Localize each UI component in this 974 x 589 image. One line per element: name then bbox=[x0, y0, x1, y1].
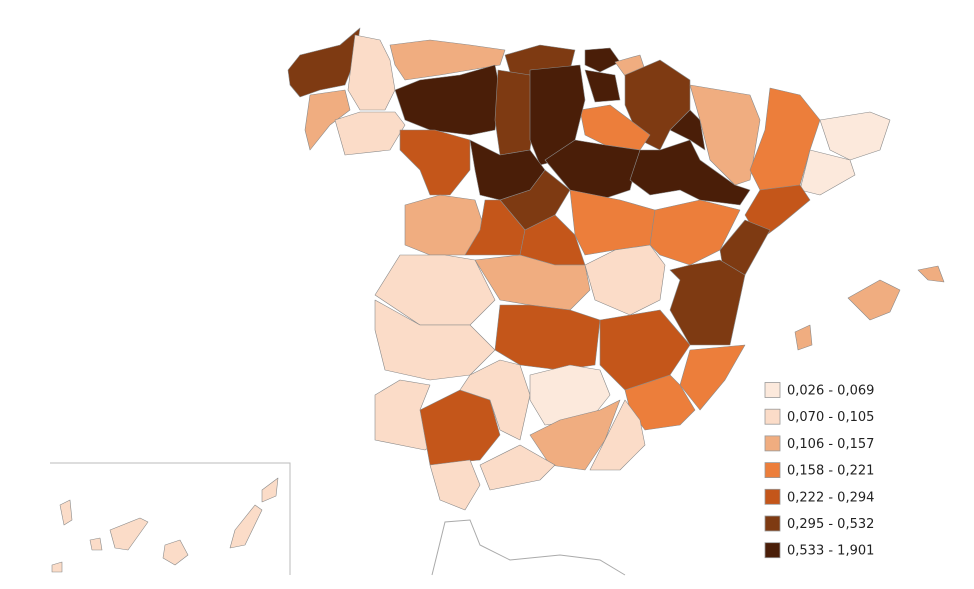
province bbox=[629, 139, 751, 206]
provinces bbox=[51, 27, 945, 573]
legend-swatch bbox=[764, 542, 781, 559]
province bbox=[649, 199, 741, 266]
province bbox=[599, 309, 691, 391]
island bbox=[162, 539, 189, 566]
province bbox=[464, 199, 526, 256]
province bbox=[579, 104, 651, 151]
province bbox=[399, 129, 471, 196]
province bbox=[419, 389, 501, 466]
legend-swatch bbox=[764, 515, 781, 532]
legend-label: 0,158 - 0,221 bbox=[787, 464, 874, 479]
province bbox=[374, 254, 496, 326]
legend-swatch bbox=[764, 382, 781, 398]
island bbox=[847, 279, 901, 321]
legend-label: 0,295 - 0,532 bbox=[787, 517, 874, 532]
island bbox=[261, 477, 279, 503]
legend-swatch bbox=[764, 462, 781, 479]
province bbox=[584, 244, 666, 316]
province bbox=[479, 444, 556, 491]
province bbox=[529, 399, 621, 471]
province bbox=[494, 304, 601, 371]
legend-label: 0,533 - 1,901 bbox=[787, 544, 874, 559]
province bbox=[474, 254, 591, 311]
province bbox=[584, 69, 621, 103]
legend-swatch bbox=[764, 408, 781, 425]
island bbox=[917, 265, 945, 283]
province bbox=[589, 399, 646, 471]
island bbox=[109, 517, 149, 551]
province bbox=[584, 47, 621, 73]
legend-swatch bbox=[764, 488, 781, 505]
legend-label: 0,222 - 0,294 bbox=[787, 490, 874, 505]
legend-label: 0,070 - 0,105 bbox=[787, 410, 874, 425]
legend-swatch bbox=[764, 435, 781, 452]
province bbox=[799, 149, 856, 196]
province bbox=[529, 364, 611, 426]
province bbox=[429, 459, 481, 511]
island bbox=[229, 504, 263, 549]
province bbox=[689, 84, 761, 186]
province bbox=[669, 109, 706, 151]
island bbox=[59, 499, 73, 526]
province bbox=[304, 89, 351, 151]
province bbox=[334, 111, 406, 156]
province bbox=[494, 69, 536, 156]
island bbox=[89, 537, 103, 551]
legend: 0,026 - 0,069 0,070 - 0,105 0,106 - 0,157 0… bbox=[764, 382, 874, 559]
province bbox=[347, 34, 396, 111]
province bbox=[819, 111, 891, 161]
province bbox=[669, 259, 746, 346]
province bbox=[569, 189, 656, 256]
africa-coast bbox=[431, 519, 626, 576]
legend-label: 0,106 - 0,157 bbox=[787, 437, 874, 452]
inset-frame bbox=[50, 462, 291, 575]
island bbox=[51, 561, 63, 573]
province bbox=[389, 39, 506, 81]
province bbox=[679, 344, 746, 411]
province bbox=[459, 359, 531, 441]
island bbox=[794, 324, 813, 351]
legend-label: 0,026 - 0,069 bbox=[787, 384, 874, 399]
